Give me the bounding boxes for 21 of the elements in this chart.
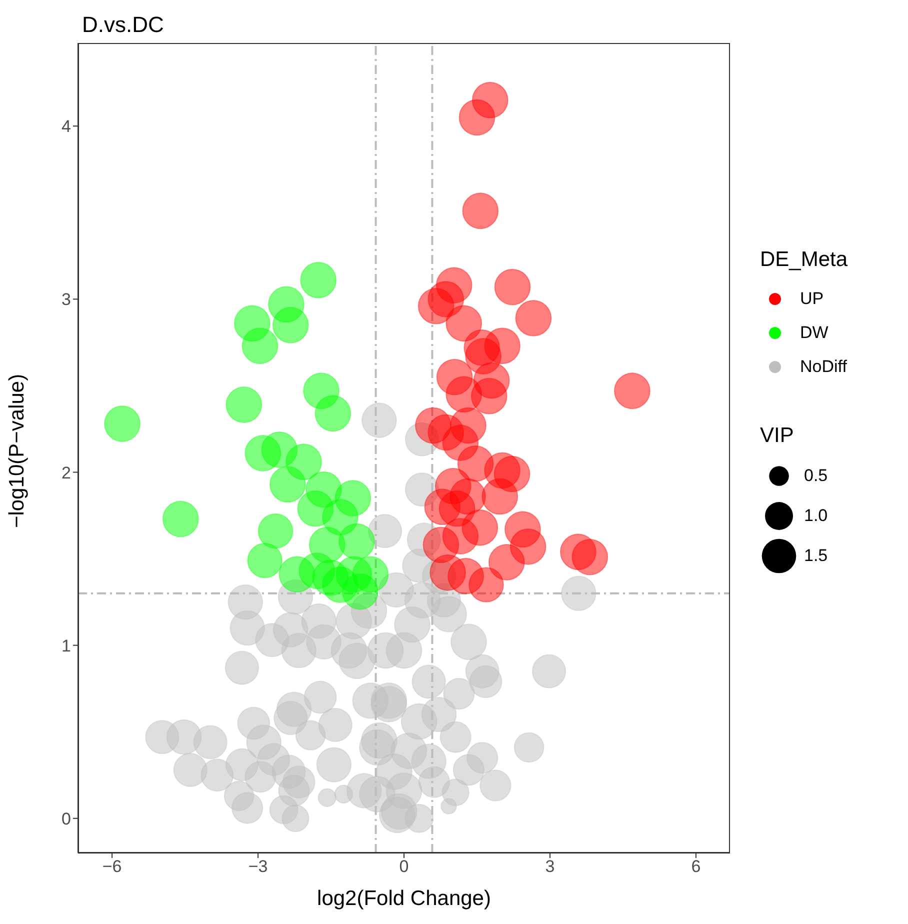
y-tick-label: 4 bbox=[62, 117, 71, 136]
legend-title: DE_Meta bbox=[760, 248, 849, 272]
y-axis-title: −log10(P−value) bbox=[5, 374, 28, 528]
x-tick-label: −6 bbox=[102, 857, 122, 876]
x-axis-title: log2(Fold Change) bbox=[317, 887, 491, 910]
y-tick-label: 1 bbox=[62, 636, 71, 656]
y-tick-label: 3 bbox=[62, 290, 71, 310]
legend-label: NoDiff bbox=[800, 357, 847, 377]
legend-label: 1.5 bbox=[804, 546, 828, 566]
x-tick-label: 3 bbox=[545, 857, 555, 876]
y-tick-label: 2 bbox=[62, 463, 71, 482]
legend-label: DW bbox=[800, 323, 828, 343]
y-tick-label: 0 bbox=[62, 809, 71, 828]
text: VIP bbox=[760, 424, 795, 448]
x-tick-label: −3 bbox=[248, 857, 268, 876]
x-tick-label: 0 bbox=[399, 857, 409, 876]
chart-title: D.vs.DC bbox=[82, 12, 164, 38]
x-tick-label: 6 bbox=[691, 857, 701, 876]
legend-label: UP bbox=[800, 289, 824, 309]
legend-label: 0.5 bbox=[804, 466, 828, 486]
legend-label: 1.0 bbox=[804, 506, 828, 526]
